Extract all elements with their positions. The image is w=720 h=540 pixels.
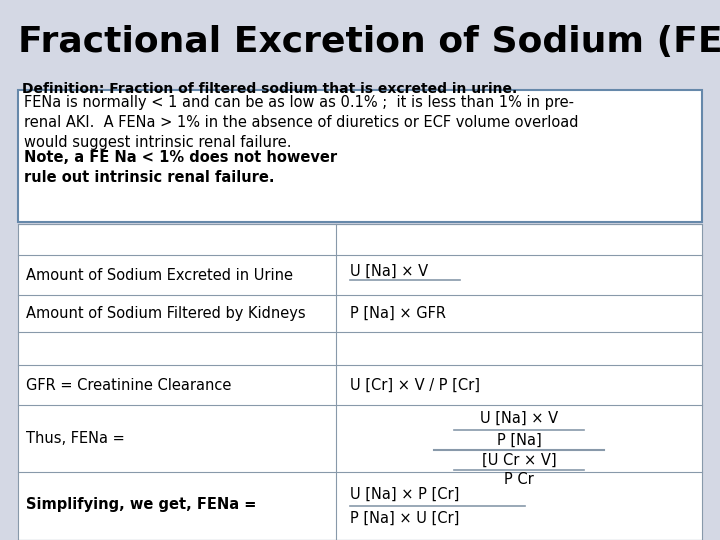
Bar — [18, 90, 702, 222]
Text: Amount of Sodium Excreted in Urine: Amount of Sodium Excreted in Urine — [26, 267, 293, 282]
Text: U [Na] × V: U [Na] × V — [480, 410, 558, 426]
Text: GFR = Creatinine Clearance: GFR = Creatinine Clearance — [26, 377, 231, 393]
Text: FENa is normally < 1 and can be as low as 0.1% ;  it is less than 1% in pre-
ren: FENa is normally < 1 and can be as low a… — [24, 95, 578, 150]
Text: U [Na] × P [Cr]: U [Na] × P [Cr] — [350, 487, 459, 502]
Text: Thus, FENa =: Thus, FENa = — [26, 431, 125, 446]
Text: Definition: Fraction of filtered sodium that is excreted in urine.: Definition: Fraction of filtered sodium … — [22, 82, 517, 96]
Text: U [Na] × V: U [Na] × V — [350, 264, 428, 279]
Bar — [18, 224, 702, 540]
Text: [U Cr × V]: [U Cr × V] — [482, 453, 557, 468]
Text: P [Na]: P [Na] — [497, 433, 541, 448]
Text: Amount of Sodium Filtered by Kidneys: Amount of Sodium Filtered by Kidneys — [26, 306, 305, 321]
Text: Fractional Excretion of Sodium (FENa): Fractional Excretion of Sodium (FENa) — [18, 25, 720, 59]
Text: Simplifying, we get, FENa =: Simplifying, we get, FENa = — [26, 496, 256, 511]
Text: U [Cr] × V / P [Cr]: U [Cr] × V / P [Cr] — [350, 377, 480, 393]
Text: P Cr: P Cr — [504, 472, 534, 488]
Bar — [18, 224, 702, 540]
Text: P [Na] × GFR: P [Na] × GFR — [350, 306, 446, 321]
Text: Note, a FE Na < 1% does not however
rule out intrinsic renal failure.: Note, a FE Na < 1% does not however rule… — [24, 150, 337, 185]
Text: P [Na] × U [Cr]: P [Na] × U [Cr] — [350, 510, 459, 525]
